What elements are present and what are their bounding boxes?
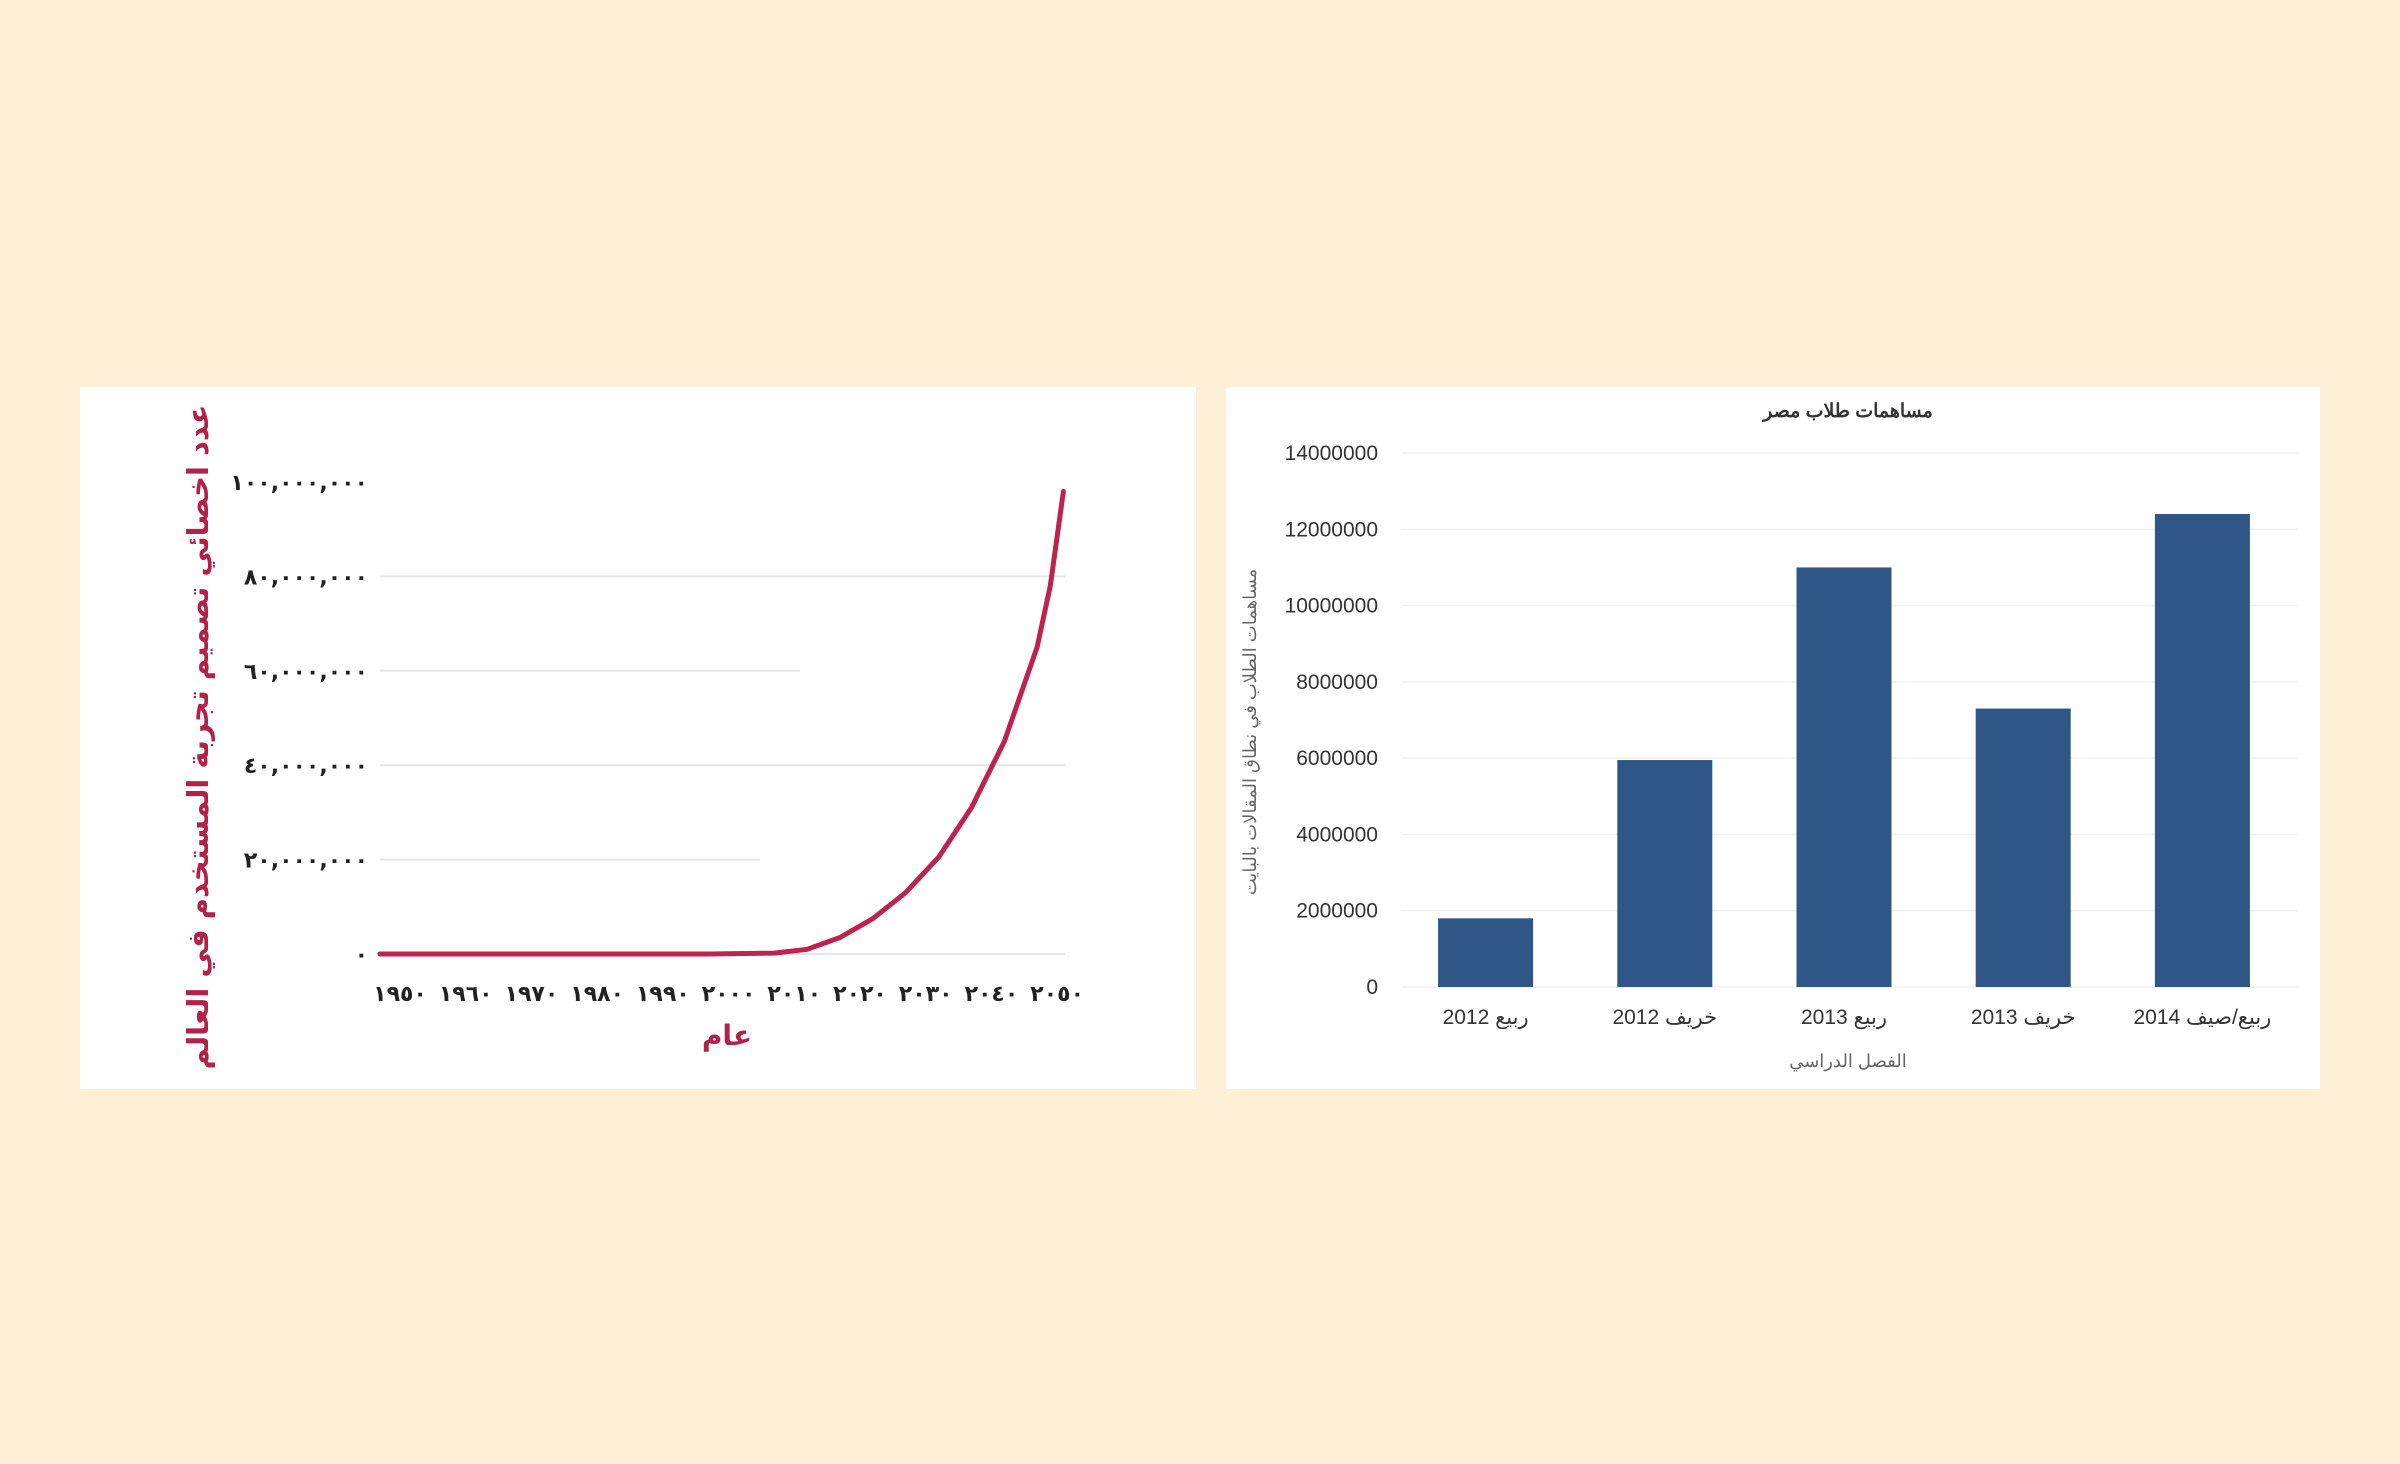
x-tick-label: ٢٠٤٠	[965, 982, 1019, 1007]
x-tick-label: خريف 2013	[1971, 1006, 2076, 1030]
y-tick-label: ٢٠,٠٠٠,٠٠٠	[244, 849, 368, 874]
y-tick-label: 0	[1366, 976, 1378, 999]
bar	[1796, 567, 1892, 987]
y-tick-label: 4000000	[1296, 823, 1378, 846]
bar	[1617, 760, 1713, 987]
data-line	[377, 488, 1066, 957]
x-tick-label: ٢٠١٠	[767, 982, 821, 1007]
y-tick-label: ١٠٠,٠٠٠,٠٠٠	[230, 471, 368, 496]
x-tick-label: ١٩٨٠	[570, 982, 624, 1007]
x-axis-title: الفصل الدراسي	[1789, 1051, 1907, 1072]
bar	[1438, 918, 1534, 987]
bar-chart: مساهمات طلاب مصر 0 2000000 4000000 6000000 80…	[1240, 401, 2298, 1072]
line-chart-panel: ٠ ٢٠,٠٠٠,٠٠٠ ٤٠,٠٠٠,٠٠٠ ٦٠,٠٠٠,٠٠٠ ٨٠,٠٠٠,٠٠…	[80, 387, 1196, 1089]
y-axis-title: عدد اخصائي تصميم تجربة المستخدم في العال…	[181, 405, 215, 1070]
y-tick-label: ٠	[355, 943, 368, 968]
y-tick-label: ٨٠,٠٠٠,٠٠٠	[244, 565, 368, 590]
x-tick-label: خريف 2012	[1612, 1006, 1717, 1030]
bar	[2154, 514, 2250, 987]
y-tick-label: 8000000	[1296, 671, 1378, 694]
x-axis-title: عام	[702, 1019, 752, 1052]
bar	[1975, 708, 2071, 987]
y-tick-label: 10000000	[1285, 595, 1378, 618]
x-tick-label: ٢٠٣٠	[899, 982, 953, 1007]
y-tick-label: 6000000	[1296, 747, 1378, 770]
y-tick-label: 14000000	[1285, 442, 1378, 465]
x-tick-label: ربيع 2012	[1443, 1006, 1529, 1030]
x-tick-label: ٢٠٠٠	[702, 982, 756, 1007]
x-tick-label: ٢٠٥٠	[1030, 982, 1084, 1007]
y-tick-label: ٤٠,٠٠٠,٠٠٠	[244, 754, 368, 779]
x-tick-label: ربيع 2013	[1801, 1006, 1887, 1030]
bar-chart-panel: مساهمات طلاب مصر 0 2000000 4000000 6000000 80…	[1226, 387, 2320, 1089]
y-tick-label: ٦٠,٠٠٠,٠٠٠	[244, 660, 368, 685]
x-tick-label: ٢٠٢٠	[833, 982, 887, 1007]
y-axis-title: مساهمات الطلاب في نطاق المقالات بالبايت	[1240, 569, 1260, 896]
y-tick-label: 2000000	[1296, 900, 1378, 923]
x-tick-label: ١٩٦٠	[439, 982, 493, 1007]
x-tick-label: ربيع/صيف 2014	[2134, 1006, 2272, 1030]
x-tick-label: ١٩٧٠	[505, 982, 559, 1007]
line-chart: ٠ ٢٠,٠٠٠,٠٠٠ ٤٠,٠٠٠,٠٠٠ ٦٠,٠٠٠,٠٠٠ ٨٠,٠٠٠,٠٠…	[181, 405, 1084, 1070]
chart-title: مساهمات طلاب مصر	[1761, 401, 1933, 422]
y-tick-label: 12000000	[1285, 518, 1378, 541]
x-tick-label: ١٩٥٠	[373, 982, 427, 1007]
x-tick-label: ١٩٩٠	[636, 982, 690, 1007]
